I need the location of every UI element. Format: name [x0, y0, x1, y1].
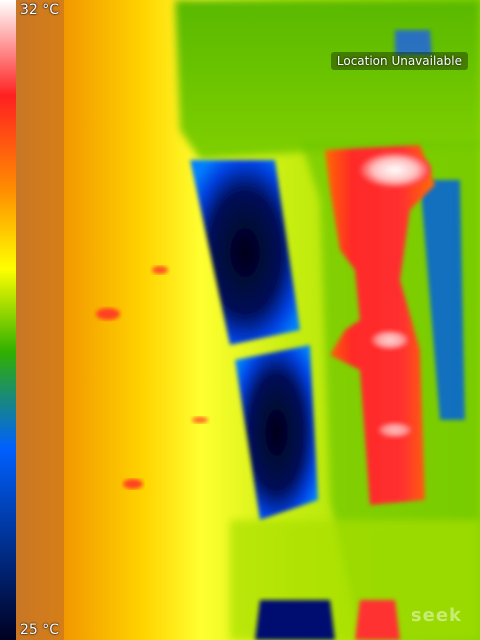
- brand-watermark: seek: [410, 605, 462, 626]
- cold-window-bottom: [255, 600, 335, 640]
- left-edge-band: [16, 0, 64, 640]
- warm-spot: [123, 479, 143, 489]
- hottest-spot: [359, 152, 431, 188]
- hot-spot: [377, 422, 413, 438]
- hot-spot: [370, 330, 410, 350]
- hot-element-bottom: [355, 600, 400, 640]
- cold-window-lower: [235, 345, 318, 520]
- upper-green-zone: [175, 0, 480, 160]
- cold-window-upper: [190, 160, 300, 345]
- hot-pipe: [325, 145, 435, 505]
- temperature-scale-bar: [0, 0, 16, 640]
- cold-strip-right: [420, 180, 465, 420]
- scale-min-label: 25 °C: [20, 622, 60, 638]
- warm-spot: [152, 266, 168, 274]
- cold-patch-top: [395, 30, 432, 55]
- scale-max-label: 32 °C: [20, 2, 60, 18]
- location-status: Location Unavailable: [330, 52, 468, 70]
- warm-spot: [192, 417, 208, 423]
- warm-spot: [96, 308, 120, 320]
